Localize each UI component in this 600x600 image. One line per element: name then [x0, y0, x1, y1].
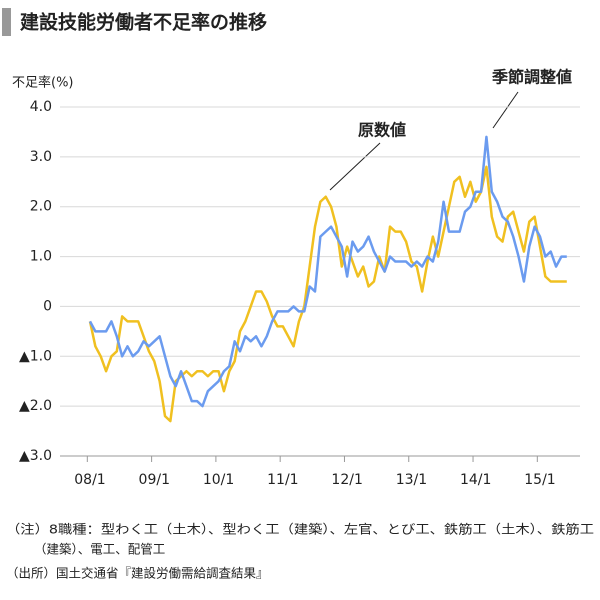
- footnote: （注）8職種：型わく工（土木）、型わく工（建築）、左官、とび工、鉄筋工（土木）、…: [6, 522, 594, 537]
- footnote: （出所）国土交通省『建設労働需給調査結果』: [6, 566, 269, 581]
- y-tick-label: 3.0: [30, 149, 52, 165]
- x-tick-label: 08/1: [74, 472, 105, 488]
- line-series: [88, 165, 567, 423]
- chart-title: 建設技能労働者不足率の推移: [20, 11, 267, 34]
- x-tick-label: 09/1: [139, 472, 170, 488]
- y-tick-label: ▲3.0: [19, 448, 52, 464]
- leader-line: [329, 142, 381, 191]
- x-tick-label: 11/1: [267, 472, 298, 488]
- footnote: （建築）、電工、配管工: [34, 542, 165, 557]
- y-tick-label: 0: [43, 298, 52, 314]
- leader-line: [492, 91, 519, 129]
- y-tick-label: ▲2.0: [19, 398, 52, 414]
- y-tick-label: 2.0: [30, 199, 52, 215]
- x-tick-label: 10/1: [203, 472, 234, 488]
- x-tick-label: 15/1: [524, 472, 555, 488]
- title-marker: [2, 8, 11, 36]
- line-series: [88, 135, 567, 408]
- y-tick-label: 1.0: [30, 249, 52, 265]
- annotation: 季節調整値: [491, 68, 572, 87]
- y-tick-label: 4.0: [30, 99, 52, 115]
- x-tick-label: 12/1: [331, 472, 362, 488]
- annotation: 原数値: [358, 121, 406, 140]
- x-tick-label: 14/1: [460, 472, 491, 488]
- y-tick-label: ▲1.0: [19, 348, 52, 364]
- y-axis-label: 不足率(%): [12, 75, 74, 91]
- x-tick-label: 13/1: [396, 472, 427, 488]
